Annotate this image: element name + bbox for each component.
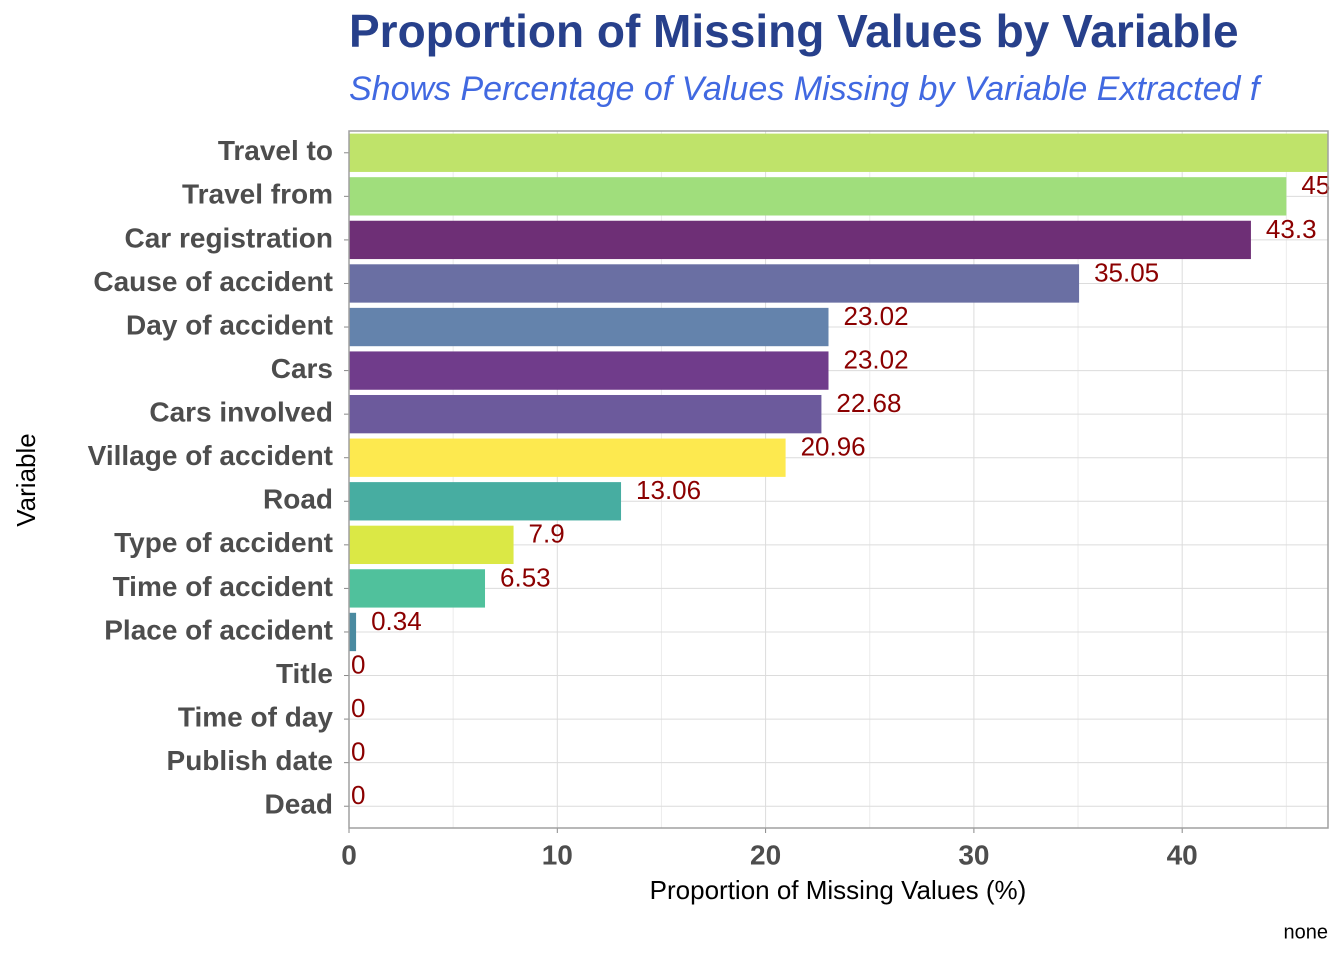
y-tick-label: Car registration <box>125 222 334 253</box>
y-axis-title: Variable <box>11 433 41 526</box>
y-tick-label: Village of accident <box>88 440 333 471</box>
x-tick-label: 20 <box>750 839 781 870</box>
bar <box>349 220 1251 260</box>
y-tick-label: Dead <box>265 789 333 820</box>
y-tick-label: Road <box>263 484 333 515</box>
value-label: 13.06 <box>636 475 701 505</box>
value-label: 35.05 <box>1094 257 1159 287</box>
value-label: 22.68 <box>836 388 901 418</box>
y-tick-label: Cars <box>271 353 333 384</box>
y-tick-label: Type of accident <box>114 527 333 558</box>
y-tick-label: Place of accident <box>104 614 333 645</box>
y-tick-label: Day of accident <box>126 309 333 340</box>
bar <box>349 264 1080 303</box>
value-label: 43.3 <box>1266 214 1317 244</box>
x-axis-title: Proportion of Missing Values (%) <box>650 875 1027 905</box>
bar <box>349 569 486 608</box>
value-label: 0 <box>351 693 365 723</box>
chart-title: Proportion of Missing Values by Variable <box>349 5 1239 57</box>
y-tick-label: Cause of accident <box>93 266 333 297</box>
value-label: 0 <box>351 737 365 767</box>
y-tick-label: Time of accident <box>113 571 333 602</box>
bar <box>349 438 786 477</box>
value-label: 0.34 <box>371 606 422 636</box>
bar <box>349 307 829 347</box>
x-tick-label: 0 <box>341 839 357 870</box>
bar <box>349 612 357 652</box>
value-label: 6.53 <box>500 562 551 592</box>
bar <box>349 394 822 434</box>
y-tick-label: Title <box>276 658 333 689</box>
value-label: 45 <box>1301 170 1330 200</box>
value-label: 0 <box>351 649 365 679</box>
x-tick-label: 40 <box>1167 839 1198 870</box>
value-label: 0 <box>351 780 365 810</box>
y-tick-label: Travel from <box>182 179 333 210</box>
panel-border <box>348 130 1329 829</box>
value-label: 23.02 <box>844 301 909 331</box>
caption: none <box>1284 921 1329 943</box>
y-tick-label: Travel to <box>218 135 333 166</box>
value-label: 23.02 <box>844 344 909 374</box>
bar <box>349 351 829 390</box>
bar <box>349 525 514 565</box>
bar <box>349 177 1287 216</box>
y-tick-label: Time of day <box>178 701 334 732</box>
y-tick-label: Cars involved <box>149 397 333 428</box>
value-label: 7.9 <box>529 519 565 549</box>
y-tick-label: Publish date <box>167 745 333 776</box>
x-tick-label: 10 <box>542 839 573 870</box>
bar <box>349 482 622 521</box>
chart-subtitle: Shows Percentage of Values Missing by Va… <box>349 70 1263 108</box>
x-tick-label: 30 <box>958 839 989 870</box>
value-label: 20.96 <box>801 432 866 462</box>
bar <box>349 133 1328 172</box>
